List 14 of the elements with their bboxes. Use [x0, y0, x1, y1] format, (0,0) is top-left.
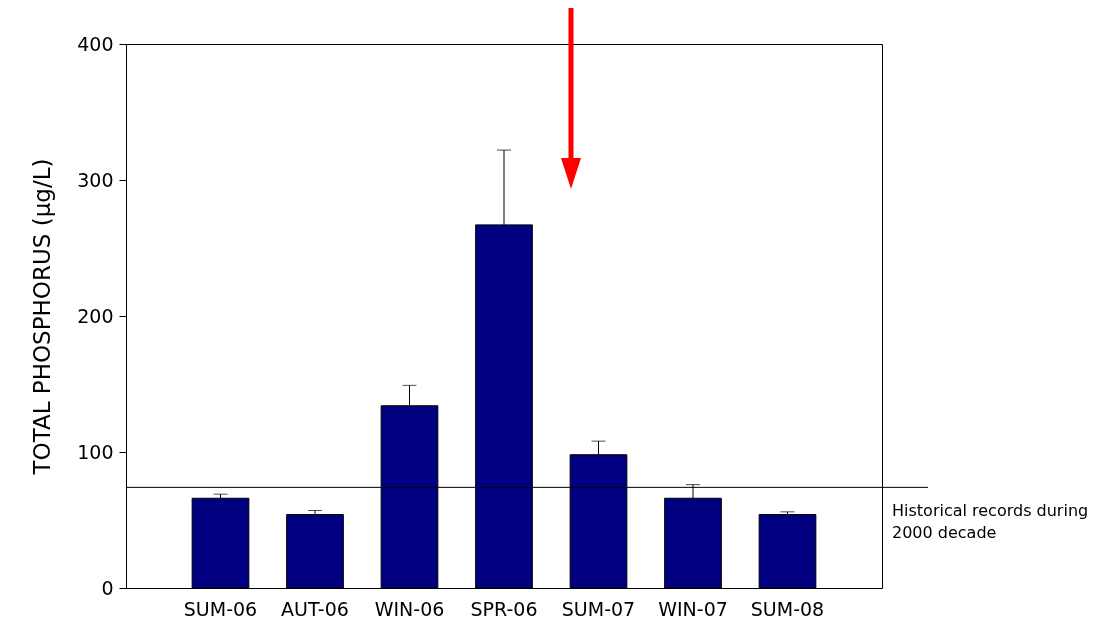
y-tick-label: 200: [77, 304, 114, 327]
x-tick-label: SUM-08: [750, 597, 825, 620]
ref-line-label: Historical records during 2000 decade: [892, 501, 1089, 543]
y-tick-label: 0: [101, 576, 114, 599]
x-tick-label: SUM-07: [561, 597, 636, 620]
y-tick-label: 100: [77, 440, 114, 463]
y-tick-label: 300: [77, 168, 114, 191]
x-tick-label: SUM-06: [183, 597, 258, 620]
y-tick-label: 400: [77, 32, 114, 55]
x-tick-label: SPR-06: [470, 597, 538, 620]
x-tick-label: WIN-07: [658, 597, 728, 620]
x-tick-label: AUT-06: [281, 597, 349, 620]
y-axis-title: TOTAL PHOSPHORUS (μg/L): [29, 158, 56, 476]
x-tick-label: WIN-06: [374, 597, 445, 620]
